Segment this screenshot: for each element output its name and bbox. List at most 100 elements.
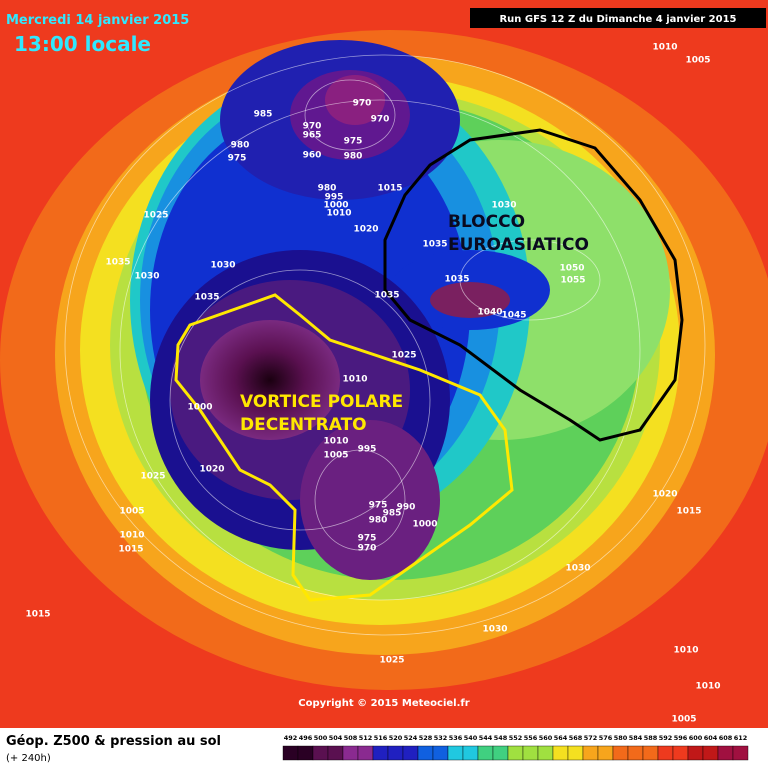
isobar-label: 1020 — [199, 465, 224, 475]
isobar-label: 1030 — [210, 261, 235, 271]
block-label: EUROASIATICO — [448, 235, 589, 255]
lead-time: (+ 240h) — [6, 753, 51, 764]
vortex-label: VORTICE POLARE — [240, 392, 403, 412]
scale-swatch — [732, 745, 749, 761]
scale-swatch — [462, 745, 479, 761]
isobar-label: 1035 — [105, 258, 130, 268]
scale-swatch — [387, 745, 404, 761]
scale-label: 524 — [404, 734, 418, 742]
scale-swatch — [537, 745, 554, 761]
isobar-label: 990 — [397, 503, 416, 513]
block-label: BLOCCO — [448, 212, 525, 232]
scale-label: 600 — [689, 734, 703, 742]
isobar-label: 1000 — [187, 403, 212, 413]
scale-swatch — [657, 745, 674, 761]
isobar-label: 975 — [369, 501, 388, 511]
isobar-label: 1005 — [685, 56, 710, 66]
isobar-label: 1005 — [671, 715, 696, 725]
isobar-label: 1010 — [695, 682, 720, 692]
isobar-label: 1025 — [379, 656, 404, 666]
scale-swatch — [372, 745, 389, 761]
scale-label: 548 — [494, 734, 508, 742]
scale-swatch — [522, 745, 539, 761]
isobar-label: 1035 — [444, 275, 469, 285]
scale-label: 544 — [479, 734, 493, 742]
isobar-label: 1030 — [565, 564, 590, 574]
isobar-label: 980 — [344, 152, 363, 162]
scale-swatch — [492, 745, 509, 761]
isobar-label: 1020 — [652, 490, 677, 500]
vortex-outline — [174, 293, 514, 602]
isobar-label: 1010 — [119, 531, 144, 541]
scale-label: 528 — [419, 734, 433, 742]
isobar-label: 1010 — [323, 437, 348, 447]
isobar-label: 1050 — [559, 264, 584, 274]
scale-label: 504 — [329, 734, 343, 742]
block-outline — [383, 128, 684, 442]
run-box — [470, 8, 766, 28]
isobar-label: 1030 — [491, 201, 516, 211]
isobar-label: 1005 — [323, 451, 348, 461]
scale-swatch — [312, 745, 329, 761]
isobar-label: 985 — [383, 509, 402, 519]
scale-swatch — [702, 745, 719, 761]
scale-label: 572 — [584, 734, 598, 742]
isobar-label: 1000 — [412, 520, 437, 530]
isobar-label: 970 — [303, 122, 322, 132]
isobar-label: 1030 — [482, 625, 507, 635]
isobar-label: 970 — [353, 99, 372, 109]
scale-label: 532 — [434, 734, 448, 742]
scale-label: 608 — [719, 734, 733, 742]
scale-swatch — [717, 745, 734, 761]
isobar-label: 1045 — [501, 311, 526, 321]
copyright: Copyright © 2015 Meteociel.fr — [298, 698, 469, 709]
isobar-label: 1010 — [652, 43, 677, 53]
run-info: Run GFS 12 Z du Dimanche 4 janvier 2015 — [499, 14, 736, 25]
scale-swatch — [567, 745, 584, 761]
scale-swatch — [282, 745, 299, 761]
scale-label: 520 — [389, 734, 403, 742]
isobar-label: 995 — [358, 445, 377, 455]
isobar-label: 980 — [318, 184, 337, 194]
scale-swatch — [687, 745, 704, 761]
scale-label: 612 — [734, 734, 748, 742]
isobar-label: 1035 — [194, 293, 219, 303]
scale-swatch — [342, 745, 359, 761]
isobar-label: 975 — [228, 154, 247, 164]
scale-swatch — [432, 745, 449, 761]
scale-swatch — [642, 745, 659, 761]
scale-label: 512 — [359, 734, 373, 742]
legend-title: Géop. Z500 & pression au sol — [6, 734, 221, 749]
scale-swatch — [507, 745, 524, 761]
isobar-label: 980 — [231, 141, 250, 151]
isobar-label: 1055 — [560, 276, 585, 286]
isobar-label: 1020 — [353, 225, 378, 235]
scale-swatch — [552, 745, 569, 761]
scale-label: 492 — [284, 734, 298, 742]
scale-swatch — [297, 745, 314, 761]
isobar-label: 1015 — [676, 507, 701, 517]
isobar-label: 970 — [358, 544, 377, 554]
isobar-label: 1035 — [374, 291, 399, 301]
vortex-label: DECENTRATO — [240, 415, 367, 435]
scale-swatch — [447, 745, 464, 761]
scale-swatch — [612, 745, 629, 761]
isobar-label: 995 — [325, 193, 344, 203]
scale-swatch — [402, 745, 419, 761]
scale-label: 496 — [299, 734, 313, 742]
isobar-label: 970 — [371, 115, 390, 125]
isobar-label: 1025 — [140, 472, 165, 482]
isobar-label: 960 — [303, 151, 322, 161]
scale-swatch — [327, 745, 344, 761]
scale-swatch — [672, 745, 689, 761]
scale-label: 540 — [464, 734, 478, 742]
isobar-label: 1010 — [326, 209, 351, 219]
scale-label: 536 — [449, 734, 463, 742]
isobar-label: 975 — [344, 137, 363, 147]
scale-swatch — [597, 745, 614, 761]
scale-swatch — [582, 745, 599, 761]
map-field — [0, 0, 768, 728]
forecast-time: 13:00 locale — [14, 32, 151, 56]
isobar-label: 975 — [358, 534, 377, 544]
